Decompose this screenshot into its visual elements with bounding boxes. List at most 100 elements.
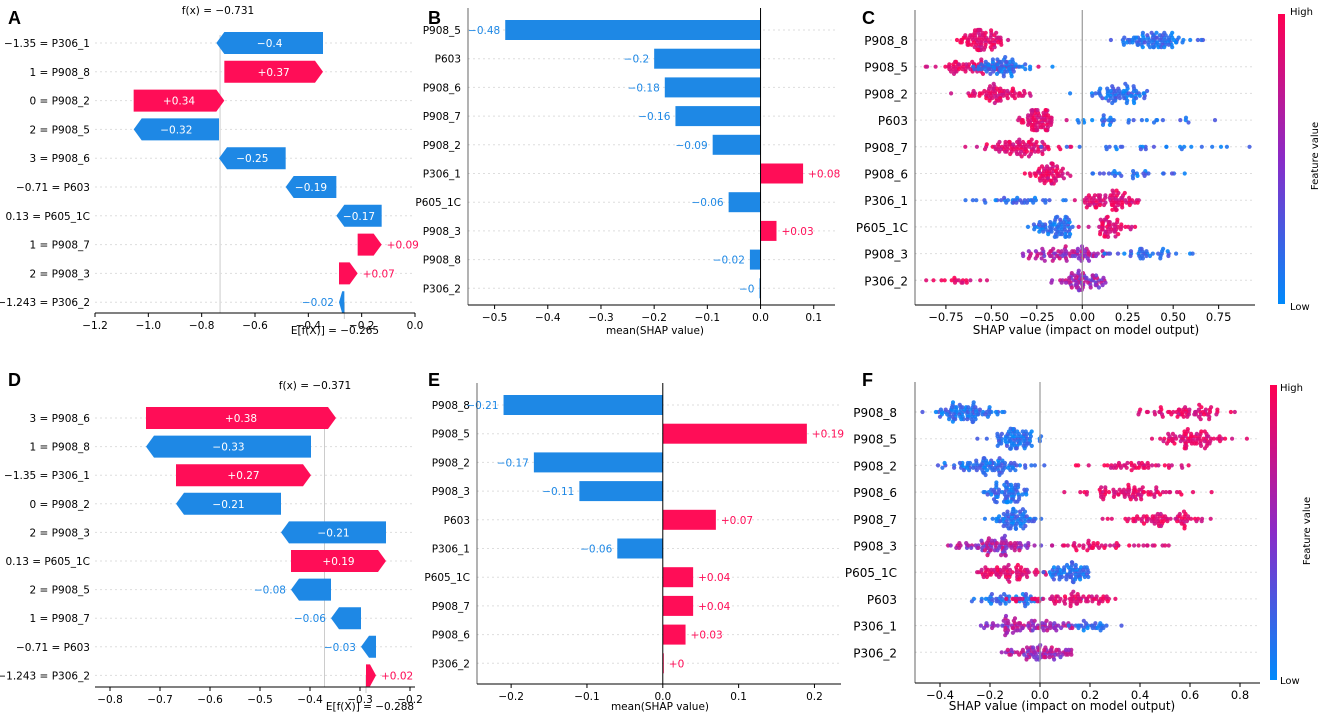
shap-point bbox=[1170, 431, 1175, 436]
shap-point bbox=[1151, 120, 1157, 125]
shap-point bbox=[999, 441, 1004, 446]
shap-point bbox=[979, 599, 984, 604]
bar bbox=[505, 20, 761, 40]
panel-a-waterfall-chart: A f(x) = −0.731 E[f(X)] = −0.265 −1.35 =… bbox=[0, 5, 423, 337]
shap-point bbox=[1115, 251, 1121, 256]
shap-point bbox=[1052, 621, 1057, 626]
shap-point bbox=[995, 565, 1000, 570]
shap-point bbox=[1160, 490, 1166, 495]
shap-point bbox=[1161, 439, 1166, 444]
shap-point bbox=[1166, 543, 1171, 548]
shap-point bbox=[1190, 251, 1195, 256]
shap-point bbox=[1032, 171, 1037, 176]
panel-b-bar-chart: B mean(SHAP value) P908_5 −0.48 P603 −0.2 P9… bbox=[415, 8, 840, 337]
shap-point bbox=[969, 599, 975, 604]
shap-point bbox=[1170, 30, 1175, 35]
shap-point bbox=[1039, 164, 1045, 169]
shap-point bbox=[1093, 283, 1098, 288]
shap-point bbox=[1139, 118, 1144, 123]
shap-point bbox=[1020, 507, 1025, 512]
shap-point bbox=[1039, 256, 1044, 261]
waterfall-bar-negative bbox=[219, 147, 286, 170]
bar-value-label: −0.48 bbox=[468, 25, 500, 37]
shap-point bbox=[984, 96, 989, 101]
bar bbox=[503, 395, 663, 415]
shap-point bbox=[1048, 253, 1053, 259]
bar-value-label: −0.18 bbox=[628, 82, 660, 94]
shap-point bbox=[974, 468, 979, 473]
x-tick-label: −0.6 bbox=[197, 694, 223, 706]
x-tick-label: −0.4 bbox=[296, 320, 322, 332]
shap-point bbox=[1177, 407, 1182, 412]
shap-point bbox=[1048, 621, 1053, 626]
bar-value-label: −0.17 bbox=[497, 457, 529, 469]
feature-label: P306_2 bbox=[423, 283, 461, 295]
shap-point bbox=[994, 541, 1000, 546]
shap-point bbox=[1064, 118, 1069, 123]
shap-point bbox=[1104, 594, 1109, 599]
shap-point bbox=[1156, 251, 1161, 256]
shap-point bbox=[992, 45, 997, 50]
shap-point bbox=[957, 460, 963, 466]
feature-label: P908_7 bbox=[853, 513, 897, 527]
bar bbox=[617, 538, 663, 559]
shap-point bbox=[982, 88, 987, 94]
shap-point bbox=[993, 198, 998, 203]
shap-point bbox=[961, 62, 966, 67]
feature-label: P306_1 bbox=[423, 169, 461, 181]
shap-point bbox=[994, 71, 1000, 76]
shap-point bbox=[1108, 543, 1113, 548]
shap-point bbox=[1062, 565, 1067, 570]
shap-point bbox=[988, 84, 993, 89]
shap-point bbox=[1132, 100, 1137, 106]
bar-value-label: +0.08 bbox=[808, 169, 840, 181]
shap-point bbox=[1058, 217, 1063, 222]
shap-point bbox=[1088, 285, 1093, 290]
shap-point bbox=[1010, 509, 1015, 514]
shap-point bbox=[1012, 460, 1017, 466]
shap-point bbox=[951, 71, 957, 76]
shap-point bbox=[983, 59, 988, 64]
shap-point bbox=[1170, 45, 1175, 50]
shap-point bbox=[1112, 229, 1117, 234]
bar-value-label: +0.19 bbox=[812, 429, 844, 441]
shap-point bbox=[1111, 222, 1116, 227]
shap-point bbox=[1047, 166, 1053, 171]
shap-point bbox=[1091, 541, 1096, 546]
shap-point bbox=[999, 42, 1004, 47]
shap-point bbox=[1033, 572, 1038, 577]
x-tick-label: −0.25 bbox=[1019, 310, 1054, 324]
bar bbox=[712, 134, 761, 155]
shap-point bbox=[1089, 594, 1094, 599]
shap-point bbox=[1089, 545, 1094, 551]
shap-point bbox=[1085, 548, 1090, 553]
feature-label: 2 = P908_3 bbox=[30, 268, 90, 280]
x-tick-label: −0.7 bbox=[147, 694, 173, 706]
shap-point bbox=[1059, 280, 1064, 285]
shap-point bbox=[1142, 40, 1147, 45]
bar bbox=[675, 106, 761, 127]
shap-point bbox=[1003, 139, 1008, 145]
shap-point bbox=[1122, 251, 1127, 256]
shap-point bbox=[1015, 628, 1020, 633]
bar-value-label: +0.04 bbox=[698, 601, 730, 613]
shap-point bbox=[1010, 88, 1015, 94]
feature-label: 0.13 = P605_1C bbox=[6, 556, 91, 568]
shap-point bbox=[1043, 645, 1048, 650]
x-tick-label: 0.6 bbox=[1181, 688, 1199, 702]
bar-value-label: −0 bbox=[739, 283, 754, 295]
shap-point bbox=[1106, 98, 1111, 103]
shap-point bbox=[995, 443, 1000, 448]
waterfall-bar-positive bbox=[366, 664, 376, 687]
waterfall-bar-positive bbox=[357, 233, 382, 256]
shap-point bbox=[995, 494, 1000, 499]
shap-point bbox=[1140, 45, 1145, 50]
shap-point bbox=[1098, 217, 1103, 222]
shap-point bbox=[990, 96, 995, 101]
shap-point bbox=[1105, 86, 1110, 91]
shap-point bbox=[1042, 463, 1047, 468]
shap-point bbox=[1141, 543, 1146, 548]
shap-point bbox=[1158, 256, 1163, 261]
shap-point bbox=[976, 545, 981, 551]
shap-point bbox=[1076, 120, 1081, 125]
